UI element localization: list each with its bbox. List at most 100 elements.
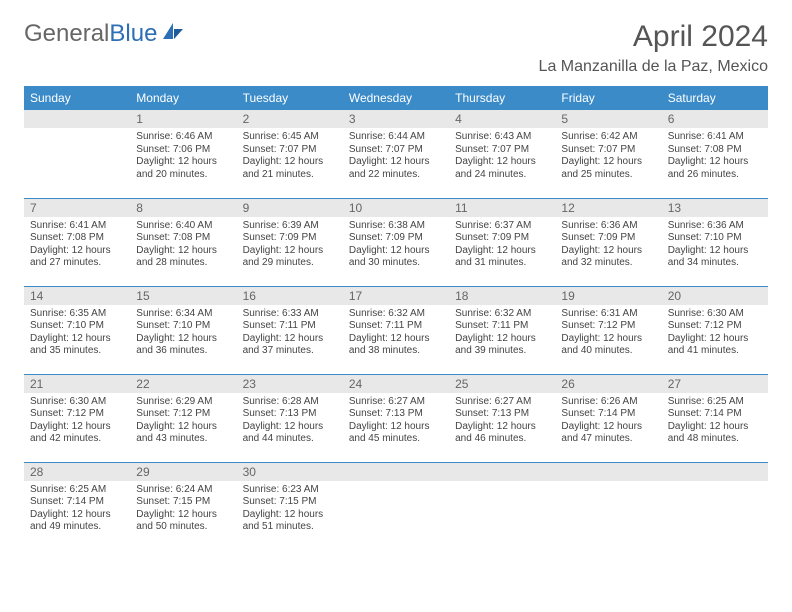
day-header: Friday [555, 86, 661, 110]
sunset-line: Sunset: 7:15 PM [243, 496, 337, 509]
day-number: 9 [237, 199, 343, 217]
day-content: Sunrise: 6:27 AMSunset: 7:13 PMDaylight:… [343, 393, 449, 450]
day-number: 6 [662, 110, 768, 128]
sunrise-line: Sunrise: 6:33 AM [243, 308, 337, 321]
day-content: Sunrise: 6:32 AMSunset: 7:11 PMDaylight:… [343, 305, 449, 362]
day-number: 7 [24, 199, 130, 217]
calendar-cell: 22Sunrise: 6:29 AMSunset: 7:12 PMDayligh… [130, 374, 236, 462]
day-content: Sunrise: 6:44 AMSunset: 7:07 PMDaylight:… [343, 128, 449, 185]
day-number: 5 [555, 110, 661, 128]
sunrise-line: Sunrise: 6:43 AM [455, 131, 549, 144]
day-number [555, 463, 661, 481]
calendar-cell: 8Sunrise: 6:40 AMSunset: 7:08 PMDaylight… [130, 198, 236, 286]
day-content: Sunrise: 6:34 AMSunset: 7:10 PMDaylight:… [130, 305, 236, 362]
daylight-line: Daylight: 12 hours and 49 minutes. [30, 509, 124, 534]
sunrise-line: Sunrise: 6:45 AM [243, 131, 337, 144]
day-number: 19 [555, 287, 661, 305]
day-number: 25 [449, 375, 555, 393]
sunrise-line: Sunrise: 6:27 AM [455, 396, 549, 409]
day-number: 12 [555, 199, 661, 217]
daylight-line: Daylight: 12 hours and 39 minutes. [455, 333, 549, 358]
calendar-cell: 23Sunrise: 6:28 AMSunset: 7:13 PMDayligh… [237, 374, 343, 462]
day-content: Sunrise: 6:43 AMSunset: 7:07 PMDaylight:… [449, 128, 555, 185]
day-content: Sunrise: 6:36 AMSunset: 7:09 PMDaylight:… [555, 217, 661, 274]
sunrise-line: Sunrise: 6:34 AM [136, 308, 230, 321]
sunset-line: Sunset: 7:12 PM [668, 320, 762, 333]
sunset-line: Sunset: 7:07 PM [455, 144, 549, 157]
daylight-line: Daylight: 12 hours and 22 minutes. [349, 156, 443, 181]
day-number [24, 110, 130, 128]
daylight-line: Daylight: 12 hours and 48 minutes. [668, 421, 762, 446]
daylight-line: Daylight: 12 hours and 45 minutes. [349, 421, 443, 446]
sunset-line: Sunset: 7:09 PM [561, 232, 655, 245]
day-content: Sunrise: 6:38 AMSunset: 7:09 PMDaylight:… [343, 217, 449, 274]
calendar-table: Sunday Monday Tuesday Wednesday Thursday… [24, 86, 768, 550]
calendar-cell: 10Sunrise: 6:38 AMSunset: 7:09 PMDayligh… [343, 198, 449, 286]
day-header: Tuesday [237, 86, 343, 110]
sunrise-line: Sunrise: 6:35 AM [30, 308, 124, 321]
day-content: Sunrise: 6:28 AMSunset: 7:13 PMDaylight:… [237, 393, 343, 450]
page-header: GeneralBlue April 2024 La Manzanilla de … [24, 20, 768, 76]
day-number: 1 [130, 110, 236, 128]
day-content: Sunrise: 6:32 AMSunset: 7:11 PMDaylight:… [449, 305, 555, 362]
day-number: 30 [237, 463, 343, 481]
day-content: Sunrise: 6:41 AMSunset: 7:08 PMDaylight:… [24, 217, 130, 274]
day-content: Sunrise: 6:37 AMSunset: 7:09 PMDaylight:… [449, 217, 555, 274]
location-label: La Manzanilla de la Paz, Mexico [539, 58, 768, 76]
sunset-line: Sunset: 7:13 PM [243, 408, 337, 421]
day-content: Sunrise: 6:27 AMSunset: 7:13 PMDaylight:… [449, 393, 555, 450]
sunrise-line: Sunrise: 6:37 AM [455, 220, 549, 233]
sunrise-line: Sunrise: 6:23 AM [243, 484, 337, 497]
daylight-line: Daylight: 12 hours and 20 minutes. [136, 156, 230, 181]
day-number: 29 [130, 463, 236, 481]
day-header-row: Sunday Monday Tuesday Wednesday Thursday… [24, 86, 768, 110]
daylight-line: Daylight: 12 hours and 37 minutes. [243, 333, 337, 358]
day-content: Sunrise: 6:31 AMSunset: 7:12 PMDaylight:… [555, 305, 661, 362]
calendar-row: 1Sunrise: 6:46 AMSunset: 7:06 PMDaylight… [24, 110, 768, 198]
daylight-line: Daylight: 12 hours and 51 minutes. [243, 509, 337, 534]
sunrise-line: Sunrise: 6:29 AM [136, 396, 230, 409]
day-content: Sunrise: 6:39 AMSunset: 7:09 PMDaylight:… [237, 217, 343, 274]
day-header: Monday [130, 86, 236, 110]
logo: GeneralBlue [24, 20, 185, 48]
daylight-line: Daylight: 12 hours and 38 minutes. [349, 333, 443, 358]
day-content: Sunrise: 6:26 AMSunset: 7:14 PMDaylight:… [555, 393, 661, 450]
calendar-cell: 1 Sunrise: 6:46 AMSunset: 7:06 PMDaylight… [130, 110, 236, 198]
sunset-line: Sunset: 7:09 PM [243, 232, 337, 245]
daylight-line: Daylight: 12 hours and 42 minutes. [30, 421, 124, 446]
daylight-line: Daylight: 12 hours and 29 minutes. [243, 245, 337, 270]
calendar-cell: 13Sunrise: 6:36 AMSunset: 7:10 PMDayligh… [662, 198, 768, 286]
day-number: 10 [343, 199, 449, 217]
sunrise-line: Sunrise: 6:42 AM [561, 131, 655, 144]
daylight-line: Daylight: 12 hours and 31 minutes. [455, 245, 549, 270]
calendar-cell: 27Sunrise: 6:25 AMSunset: 7:14 PMDayligh… [662, 374, 768, 462]
sunset-line: Sunset: 7:08 PM [30, 232, 124, 245]
logo-text-general: General [24, 20, 109, 48]
day-number: 23 [237, 375, 343, 393]
sunrise-line: Sunrise: 6:25 AM [30, 484, 124, 497]
sunrise-line: Sunrise: 6:30 AM [668, 308, 762, 321]
day-content: Sunrise: 6:25 AMSunset: 7:14 PMDaylight:… [662, 393, 768, 450]
sunset-line: Sunset: 7:10 PM [30, 320, 124, 333]
logo-text-blue: Blue [109, 20, 157, 48]
daylight-line: Daylight: 12 hours and 41 minutes. [668, 333, 762, 358]
daylight-line: Daylight: 12 hours and 25 minutes. [561, 156, 655, 181]
sunset-line: Sunset: 7:14 PM [561, 408, 655, 421]
sunrise-line: Sunrise: 6:46 AM [136, 131, 230, 144]
sunset-line: Sunset: 7:06 PM [136, 144, 230, 157]
sunset-line: Sunset: 7:12 PM [136, 408, 230, 421]
day-number: 21 [24, 375, 130, 393]
day-content: Sunrise: 6:36 AMSunset: 7:10 PMDaylight:… [662, 217, 768, 274]
day-number: 2 [237, 110, 343, 128]
day-number: 8 [130, 199, 236, 217]
day-number: 28 [24, 463, 130, 481]
calendar-cell [555, 462, 661, 550]
day-number: 22 [130, 375, 236, 393]
daylight-line: Daylight: 12 hours and 50 minutes. [136, 509, 230, 534]
calendar-cell: 29Sunrise: 6:24 AMSunset: 7:15 PMDayligh… [130, 462, 236, 550]
sunset-line: Sunset: 7:10 PM [136, 320, 230, 333]
day-content: Sunrise: 6:30 AMSunset: 7:12 PMDaylight:… [662, 305, 768, 362]
day-number: 20 [662, 287, 768, 305]
day-content: Sunrise: 6:23 AMSunset: 7:15 PMDaylight:… [237, 481, 343, 538]
daylight-line: Daylight: 12 hours and 30 minutes. [349, 245, 443, 270]
